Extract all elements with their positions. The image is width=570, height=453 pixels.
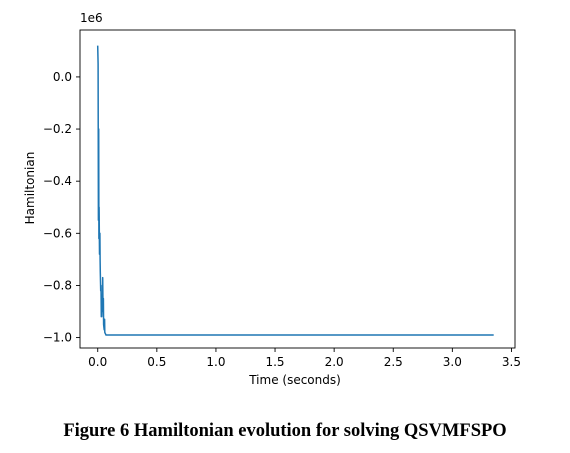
y-offset-text: 1e6 — [80, 11, 103, 25]
plot-frame — [79, 29, 516, 349]
y-tick-label: −0.8 — [43, 278, 72, 292]
x-tick-label: 0.5 — [147, 355, 166, 369]
figure-caption: Figure 6 Hamiltonian evolution for solvi… — [63, 421, 507, 441]
x-tick-label: 2.0 — [325, 355, 344, 369]
y-axis-label: Hamiltonian — [23, 152, 37, 225]
x-tick-label: 2.5 — [384, 355, 403, 369]
x-axis-label: Time (seconds) — [248, 373, 341, 387]
x-tick-label: 1.5 — [265, 355, 284, 369]
hamiltonian-line — [96, 45, 494, 336]
y-tick-label: −1.0 — [43, 331, 72, 345]
y-tick-label: −0.6 — [43, 226, 72, 240]
y-tick-label: 0.0 — [53, 70, 72, 84]
x-tick-label: 0.0 — [88, 355, 107, 369]
x-tick-label: 3.0 — [443, 355, 462, 369]
y-tick-label: −0.4 — [43, 174, 72, 188]
hamiltonian-chart: 1e6 Hamiltonian Time (seconds) 0.0 0.5 1.0… — [23, 11, 521, 387]
x-tick-label: 1.0 — [206, 355, 225, 369]
y-tick-label: −0.2 — [43, 122, 72, 136]
x-tick-label: 3.5 — [502, 355, 521, 369]
